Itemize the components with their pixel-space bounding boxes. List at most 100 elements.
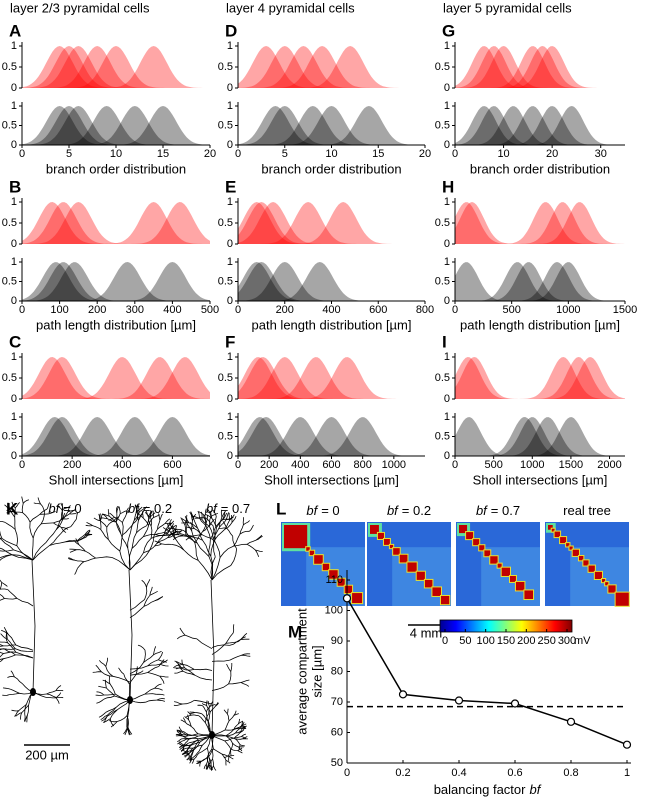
y-tick-label: 1 [227, 40, 233, 52]
panel-letter: L [276, 499, 286, 518]
data-point [398, 690, 408, 699]
dendrite [15, 654, 34, 659]
dendrite [129, 555, 147, 571]
dendrite [131, 518, 138, 527]
dendrite [143, 543, 158, 554]
x-tick-label: 600 [163, 459, 181, 471]
dendrite [224, 737, 235, 742]
dendrite [24, 714, 26, 722]
dendrite [116, 506, 120, 513]
density-curve [22, 46, 210, 88]
dendrite [234, 732, 240, 739]
y-tick-label: 0.5 [435, 430, 450, 442]
dendrite [101, 715, 108, 722]
dendrite [126, 508, 131, 515]
dendrite [131, 532, 137, 549]
density-curve [455, 202, 625, 244]
dendrite [169, 527, 178, 530]
dendrite [181, 750, 187, 755]
dendrite [211, 565, 231, 581]
dendrite [214, 527, 217, 541]
x-tick-label: 20 [419, 148, 431, 160]
density-curve [238, 357, 425, 399]
dendrite [202, 524, 211, 533]
dendrite [168, 519, 172, 526]
x-tick-label: 0.8 [563, 767, 578, 779]
y-tick-label: 1 [227, 351, 233, 363]
dendrite [67, 510, 75, 513]
matrix-block [440, 595, 450, 605]
dendrite [3, 654, 16, 660]
dendrite [78, 544, 86, 552]
colorbar-tick-label: 0 [442, 635, 448, 647]
dendrite [176, 530, 183, 535]
dendrite [210, 701, 214, 707]
x-tick-label: 0 [19, 459, 25, 471]
dendrite [208, 526, 214, 540]
x-tick-label: 0 [452, 304, 458, 316]
dendrite [85, 550, 96, 559]
dendrite [105, 657, 108, 667]
y-tick-label: 1 [444, 196, 450, 208]
label-italic: bf [476, 503, 488, 518]
density-curve [455, 262, 625, 301]
dendrite [235, 738, 243, 740]
matrix-block [466, 532, 474, 540]
dendrite [181, 735, 189, 737]
density-curve [22, 417, 210, 456]
colorbar-tick-label: 250 [537, 635, 555, 647]
colorbar-unit: mV [574, 635, 591, 647]
colorbar-tick-label: 100 [476, 635, 494, 647]
density-curve [238, 46, 425, 88]
dendrite [228, 715, 235, 722]
density-curve [455, 106, 625, 145]
soma [209, 731, 215, 739]
dendrite [208, 757, 211, 766]
label-text: = 0.7 [491, 503, 520, 518]
dendrite [120, 533, 129, 549]
dendrite [102, 679, 111, 685]
dendrite [224, 740, 232, 750]
dendrite [171, 544, 185, 551]
dendrite [115, 513, 121, 523]
matrix-block [473, 539, 480, 546]
y-tick-label: 1 [227, 411, 233, 423]
dendrite [176, 534, 184, 536]
dendrite [7, 589, 18, 599]
matrix-block [554, 531, 561, 538]
density-curve [455, 46, 625, 88]
density-curve [238, 46, 425, 88]
density-curve [238, 417, 425, 456]
dendrite [184, 716, 189, 721]
x-tick-label: 5 [282, 148, 288, 160]
dendrite [0, 644, 4, 647]
y-tick-label: 0 [227, 139, 233, 151]
dendrite [221, 753, 230, 757]
dendrite [190, 755, 193, 762]
dendrite [7, 676, 15, 678]
y-tick-label: 0.5 [2, 275, 17, 287]
dendrite [32, 545, 50, 561]
dendrite [181, 738, 189, 742]
y-tick-label: 0 [227, 238, 233, 250]
dendrite [0, 653, 4, 658]
dendrite [219, 545, 234, 558]
dendrite [11, 554, 34, 561]
dendrite [2, 648, 16, 650]
dendrite [144, 587, 148, 600]
dendrite [184, 753, 190, 758]
dendrite [123, 673, 130, 685]
dendrite [255, 549, 263, 552]
dendrite [136, 525, 147, 533]
dendrite [129, 662, 144, 675]
dendrite [173, 703, 183, 706]
density-curve [238, 106, 425, 145]
data-point [454, 696, 464, 705]
x-tick-label: 800 [416, 304, 434, 316]
dendrite [0, 651, 4, 654]
x-axis-label: path length distribution [µm] [460, 317, 620, 332]
dendrite [239, 729, 244, 734]
dendrite [156, 698, 165, 701]
density-curve [22, 417, 210, 456]
density-curve [22, 357, 210, 399]
